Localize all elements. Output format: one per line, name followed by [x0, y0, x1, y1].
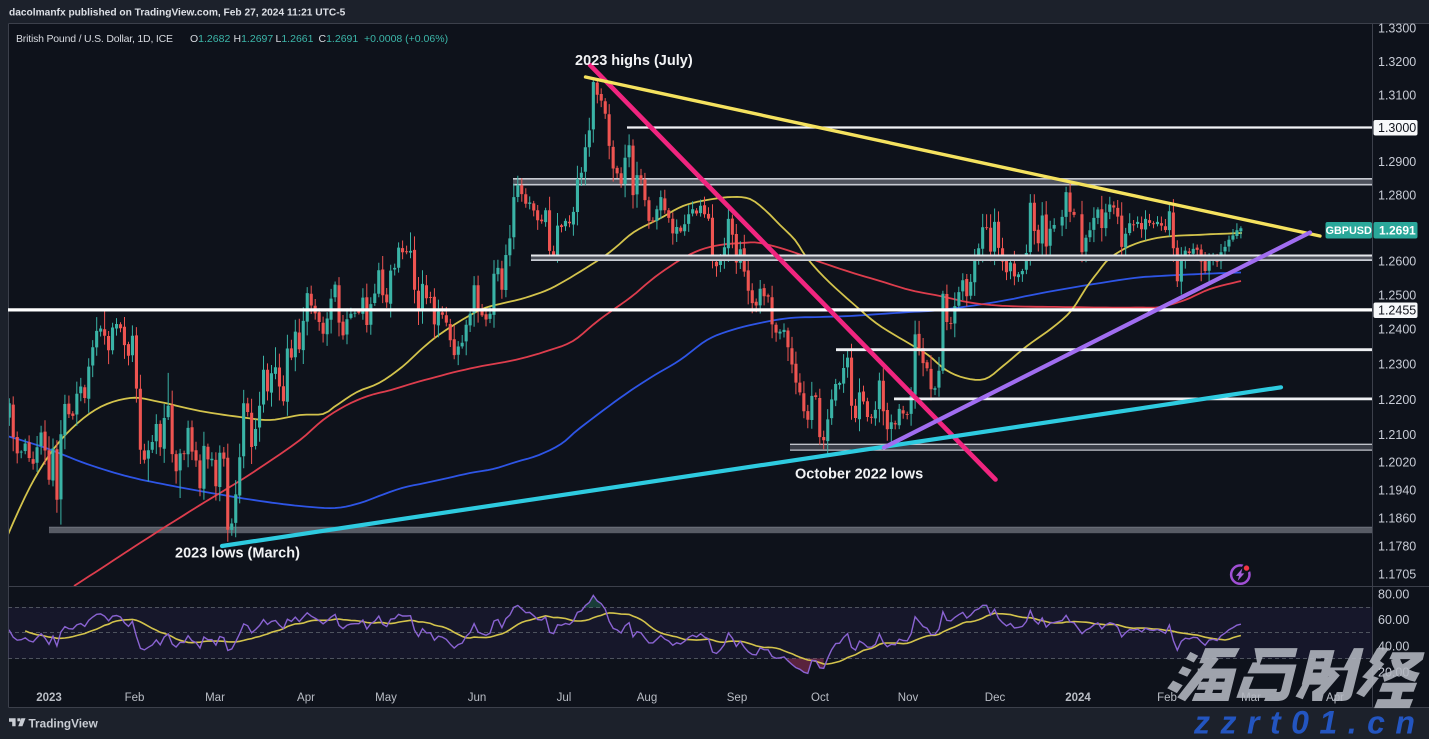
svg-text:1.2455: 1.2455 — [1378, 304, 1416, 318]
svg-text:1.2600: 1.2600 — [1378, 254, 1416, 268]
svg-text:Dec: Dec — [985, 692, 1006, 704]
svg-text:2024: 2024 — [1065, 692, 1091, 704]
svg-text:1.3100: 1.3100 — [1378, 88, 1416, 102]
svg-text:Aug: Aug — [637, 692, 657, 704]
svg-text:1.2800: 1.2800 — [1378, 188, 1416, 202]
svg-text:1.1705: 1.1705 — [1378, 567, 1416, 581]
svg-text:Jun: Jun — [468, 692, 487, 704]
svg-text:2023 highs (July): 2023 highs (July) — [575, 53, 693, 69]
svg-text:May: May — [375, 692, 397, 704]
svg-text:TradingView: TradingView — [29, 717, 99, 731]
svg-text:GBPUSD: GBPUSD — [1326, 225, 1372, 237]
svg-text:Oct: Oct — [811, 692, 830, 704]
svg-text:1.1940: 1.1940 — [1378, 483, 1416, 497]
svg-text:1.1860: 1.1860 — [1378, 511, 1416, 525]
svg-text:Feb: Feb — [125, 692, 145, 704]
svg-text:dacolmanfx published on Tradin: dacolmanfx published on TradingView.com,… — [9, 8, 346, 19]
svg-text:1.2020: 1.2020 — [1378, 455, 1416, 469]
svg-text:1.2500: 1.2500 — [1378, 288, 1416, 302]
svg-text:Sep: Sep — [727, 692, 747, 704]
svg-text:Feb: Feb — [1157, 692, 1177, 704]
svg-text:Mar: Mar — [205, 692, 225, 704]
svg-text:2023 lows (March): 2023 lows (March) — [175, 546, 300, 562]
svg-text:1.3300: 1.3300 — [1378, 21, 1416, 35]
svg-text:British Pound / U.S. Dollar, 1: British Pound / U.S. Dollar, 1D, ICE O1.2… — [16, 33, 448, 45]
svg-text:Apr: Apr — [297, 692, 315, 704]
svg-text:60.00: 60.00 — [1378, 613, 1409, 627]
svg-text:1.2100: 1.2100 — [1378, 428, 1416, 442]
svg-text:zzrt01.cn: zzrt01.cn — [1193, 705, 1425, 739]
svg-text:2023: 2023 — [36, 692, 62, 704]
svg-text:1.2200: 1.2200 — [1378, 393, 1416, 407]
svg-text:October 2022 lows: October 2022 lows — [795, 467, 923, 483]
svg-text:1.2900: 1.2900 — [1378, 155, 1416, 169]
svg-text:Jul: Jul — [557, 692, 572, 704]
svg-text:1.2691: 1.2691 — [1379, 224, 1416, 238]
svg-text:80.00: 80.00 — [1378, 587, 1409, 601]
svg-text:1.2400: 1.2400 — [1378, 322, 1416, 336]
svg-text:Nov: Nov — [898, 692, 919, 704]
svg-text:1.1780: 1.1780 — [1378, 539, 1416, 553]
svg-text:1.3000: 1.3000 — [1378, 121, 1416, 135]
svg-text:1.2300: 1.2300 — [1378, 357, 1416, 371]
svg-text:1.3200: 1.3200 — [1378, 55, 1416, 69]
